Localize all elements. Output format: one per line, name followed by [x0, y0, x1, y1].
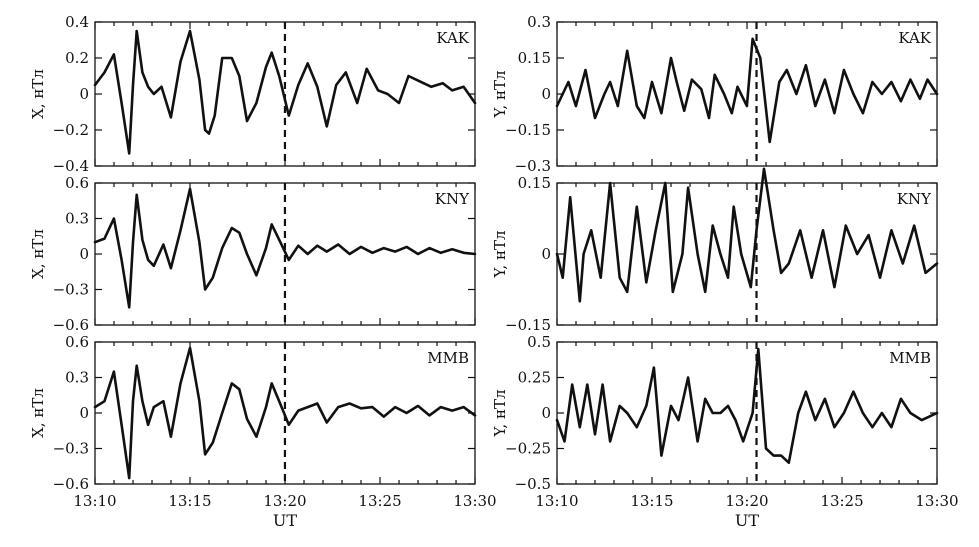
x-axis-label: UT [735, 511, 759, 530]
y-tick-label: −0.2 [53, 121, 89, 139]
y-tick-label: 0.4 [65, 13, 89, 31]
x-tick-label: 13:10 [535, 492, 578, 510]
y-tick-label: −0.3 [53, 440, 89, 458]
panel-mmb-x: −0.6 −0.3 0 0.3 0.6 13:10 13:15 13:20 13:25 13:30… [29, 333, 497, 530]
y-tick-label: 0.2 [65, 49, 89, 67]
x-axis-label: UT [273, 511, 297, 530]
y-tick-label: 0.15 [518, 174, 551, 192]
panel-mmb-y: −0.5 −0.25 0 0.25 0.5 13:10 13:15 13:20 13:25 13:… [491, 333, 959, 530]
y-tick-label: 0.5 [527, 333, 551, 351]
y-tick-label: 0 [541, 245, 551, 263]
y-tick-label: 0 [79, 85, 89, 103]
series-line [93, 187, 477, 309]
y-tick-label: 0 [79, 245, 89, 263]
y-tick-label: −0.6 [53, 316, 89, 334]
panel-kak-x: −0.4 −0.2 0 0.2 0.4 X, нТл KAK [29, 13, 477, 175]
y-tick-label: 0 [79, 404, 89, 422]
y-tick-label: −0.6 [53, 475, 89, 493]
x-tick-label: 13:30 [915, 492, 958, 510]
x-tick-label: 13:25 [820, 492, 863, 510]
station-label: MMB [427, 349, 469, 367]
x-tick-label: 13:20 [725, 492, 768, 510]
series-line [93, 29, 477, 155]
plot-frame [556, 182, 938, 326]
y-tick-label: −0.4 [53, 157, 89, 175]
series-line [555, 347, 939, 464]
y-tick-label: −0.15 [505, 316, 551, 334]
panel-kny-y: −0.15 0 0.15 Y, нТл KNY [491, 167, 939, 334]
y-tick-label: 0 [541, 404, 551, 422]
y-tick-label: 0.25 [518, 369, 551, 387]
x-tick-label: 13:15 [168, 492, 211, 510]
y-axis-label: X, нТл [29, 69, 47, 119]
y-tick-label: −0.3 [515, 157, 551, 175]
y-axis-label: X, нТл [29, 229, 47, 279]
x-tick-label: 13:20 [263, 492, 306, 510]
x-tick-label: 13:30 [453, 492, 496, 510]
x-tick-label: 13:10 [73, 492, 116, 510]
y-tick-label: −0.25 [505, 440, 551, 458]
station-label: KNY [897, 190, 932, 208]
y-tick-label: 0.6 [65, 333, 89, 351]
y-tick-label: −0.5 [515, 475, 551, 493]
y-tick-label: −0.3 [53, 281, 89, 299]
y-tick-label: 0.6 [65, 174, 89, 192]
y-axis-label: X, нТл [29, 388, 47, 438]
y-tick-label: −0.15 [505, 121, 551, 139]
panel-kny-x: −0.6 −0.3 0 0.3 0.6 X, нТл KNY [29, 174, 477, 334]
x-tick-label: 13:25 [358, 492, 401, 510]
y-axis-label: Y, нТл [491, 70, 509, 118]
y-axis-label: Y, нТл [491, 230, 509, 278]
series-line [93, 346, 477, 480]
station-label: KNY [435, 190, 470, 208]
series-line [555, 37, 939, 144]
y-tick-label: 0.15 [518, 49, 551, 67]
station-label: KAK [436, 29, 469, 47]
y-tick-label: 0.3 [65, 369, 89, 387]
y-tick-label: 0.3 [65, 210, 89, 228]
x-tick-label: 13:15 [630, 492, 673, 510]
station-label: KAK [898, 29, 931, 47]
panel-kak-y: −0.3 −0.15 0 0.15 0.3 Y, нТл KAK [491, 13, 939, 175]
y-tick-label: 0 [541, 85, 551, 103]
y-axis-label: Y, нТл [491, 389, 509, 437]
plot-frame [556, 341, 938, 485]
station-label: MMB [889, 349, 931, 367]
y-tick-label: 0.3 [527, 13, 551, 31]
